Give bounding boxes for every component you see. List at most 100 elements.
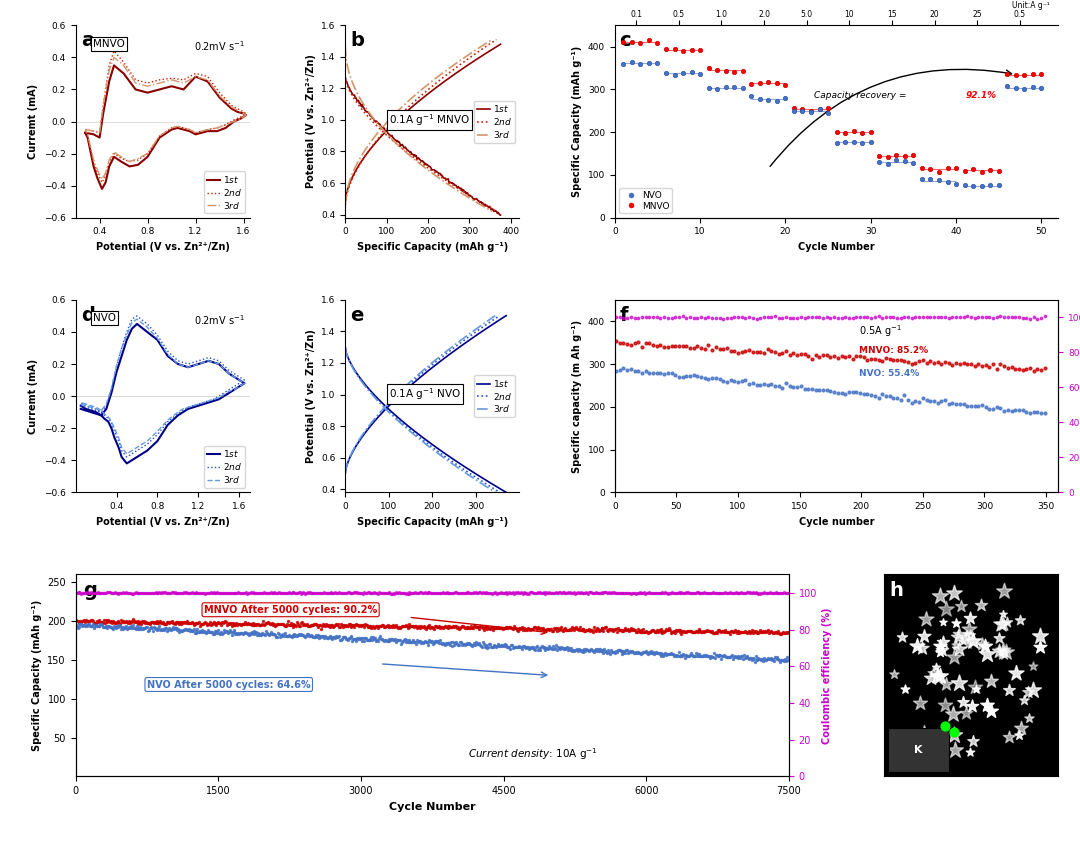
Point xyxy=(968,682,985,695)
Point xyxy=(632,624,649,637)
Point xyxy=(180,617,198,630)
Point xyxy=(666,339,684,353)
Point xyxy=(454,637,471,651)
Point xyxy=(399,622,416,636)
Point xyxy=(605,623,622,636)
Point xyxy=(442,620,459,634)
Point xyxy=(249,586,267,599)
Point xyxy=(608,645,625,658)
Point xyxy=(260,628,278,641)
Point xyxy=(759,343,777,356)
$\mathit{3rd}$ xyxy=(79,124,92,134)
Point xyxy=(725,650,742,663)
Point xyxy=(700,586,717,599)
Point xyxy=(669,623,686,636)
Point xyxy=(640,586,658,599)
Point xyxy=(1022,406,1039,419)
Point xyxy=(401,587,418,600)
Point xyxy=(707,311,725,324)
$\mathit{3rd}$ xyxy=(486,35,499,45)
Point xyxy=(563,586,580,599)
Point xyxy=(75,587,92,600)
Point xyxy=(633,340,650,354)
Point xyxy=(759,652,777,665)
Point xyxy=(632,36,649,50)
Point xyxy=(107,621,124,635)
Point xyxy=(1036,407,1053,420)
Point xyxy=(469,637,486,651)
Point xyxy=(435,638,453,652)
$\mathit{2nd}$ xyxy=(222,385,235,395)
Point xyxy=(219,587,237,600)
Point xyxy=(977,358,995,371)
Point xyxy=(256,586,273,599)
Point xyxy=(885,392,902,405)
Point xyxy=(480,620,497,634)
Point xyxy=(701,625,718,638)
Point xyxy=(853,127,870,140)
Legend: $\mathit{1st}$, $\mathit{2nd}$, $\mathit{3rd}$: $\mathit{1st}$, $\mathit{2nd}$, $\mathit… xyxy=(204,171,245,214)
Point xyxy=(660,623,677,636)
Point xyxy=(87,618,105,631)
Point xyxy=(1011,728,1028,741)
$\mathit{1st}$ xyxy=(79,127,92,138)
Line: $\mathit{3rd}$: $\mathit{3rd}$ xyxy=(346,316,496,473)
Point xyxy=(517,587,535,600)
Point xyxy=(567,644,584,657)
Point xyxy=(672,649,689,663)
Point xyxy=(300,586,318,599)
Point xyxy=(374,586,391,599)
Point xyxy=(294,587,311,600)
Point xyxy=(393,587,410,600)
Point xyxy=(230,617,247,630)
Point xyxy=(661,623,678,636)
Point xyxy=(606,587,623,600)
Point xyxy=(658,66,675,79)
Point xyxy=(615,35,632,49)
Point xyxy=(657,647,674,660)
Point xyxy=(620,587,637,600)
Point xyxy=(619,337,636,350)
Point xyxy=(767,625,784,639)
Point xyxy=(955,695,972,709)
Point xyxy=(780,625,797,638)
Point xyxy=(268,630,285,643)
Point xyxy=(717,586,734,599)
Point xyxy=(474,621,491,635)
Point xyxy=(652,587,670,600)
Point xyxy=(463,639,481,652)
Point xyxy=(726,587,743,600)
$\mathit{3rd}$ xyxy=(123,156,136,166)
Point xyxy=(727,585,744,598)
Point xyxy=(656,310,673,323)
Point xyxy=(243,618,260,631)
Text: g: g xyxy=(83,581,96,599)
Point xyxy=(404,619,421,633)
$\mathit{2nd}$ xyxy=(79,126,92,136)
Point xyxy=(723,586,740,599)
Point xyxy=(995,607,1012,620)
Point xyxy=(201,586,218,599)
Point xyxy=(1017,405,1035,419)
Point xyxy=(724,625,741,638)
Point xyxy=(907,357,924,371)
Point xyxy=(582,586,599,599)
Point xyxy=(221,617,239,630)
Point xyxy=(578,586,595,599)
Point xyxy=(724,586,741,599)
Point xyxy=(460,620,477,634)
Point xyxy=(646,625,663,639)
Point xyxy=(723,344,740,358)
Point xyxy=(135,586,152,599)
$\mathit{3rd}$ xyxy=(108,147,121,157)
Point xyxy=(192,587,210,600)
Point xyxy=(804,311,821,324)
Point xyxy=(380,619,397,633)
Point xyxy=(497,586,514,599)
Point xyxy=(622,622,639,636)
Point xyxy=(244,616,261,630)
Point xyxy=(368,586,386,599)
Point xyxy=(262,616,280,630)
$\mathit{3rd}$ xyxy=(95,174,108,184)
Point xyxy=(1014,403,1031,416)
